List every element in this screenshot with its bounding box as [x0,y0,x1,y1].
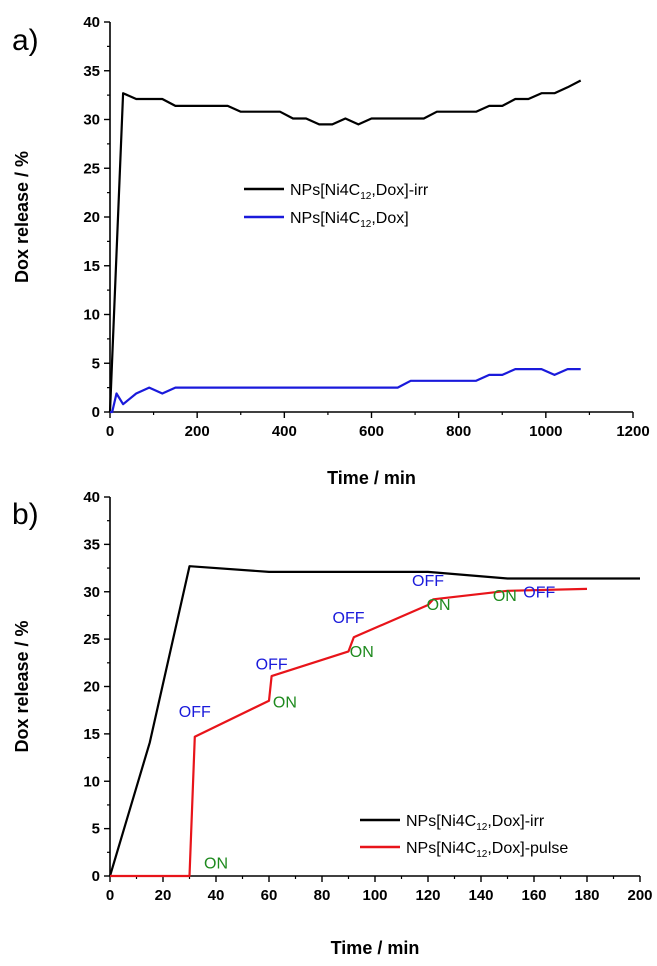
x-tick-label: 200 [185,423,210,440]
legend-entry: NPs[Ni4C12,Dox]-pulse [406,840,568,860]
legend-entry: NPs[Ni4C12,Dox]-irr [406,813,545,833]
y-tick-label: 25 [83,160,100,177]
y-tick-label: 0 [92,404,100,421]
series-line [108,565,640,877]
annotation-label: OFF [179,704,211,721]
annotation-label: OFF [523,584,555,601]
y-tick-label: 5 [92,355,100,372]
x-tick-label: 100 [362,887,387,904]
panel-label: a) [12,24,39,57]
y-tick-label: 35 [83,536,100,553]
y-tick-label: 25 [83,631,100,648]
x-tick-label: 60 [261,887,278,904]
x-tick-label: 20 [155,887,172,904]
x-tick-label: 140 [468,887,493,904]
x-tick-label: 40 [208,887,225,904]
annotation-label: ON [493,588,517,605]
y-axis-title: Dox release / % [12,151,32,283]
legend-entry: NPs[Ni4C12,Dox]-irr [290,182,429,202]
x-tick-label: 200 [627,887,652,904]
y-tick-label: 15 [83,726,100,743]
y-tick-label: 10 [83,773,100,790]
y-tick-label: 15 [83,258,100,275]
y-tick-label: 5 [92,821,100,838]
y-tick-label: 10 [83,307,100,324]
annotation-label: ON [204,855,228,872]
series-line [110,368,581,414]
y-tick-label: 40 [83,489,100,506]
series-line [108,79,582,413]
x-tick-label: 0 [106,423,114,440]
x-tick-label: 180 [574,887,599,904]
x-tick-label: 800 [446,423,471,440]
annotation-label: OFF [412,573,444,590]
y-tick-label: 30 [83,112,100,129]
y-tick-label: 30 [83,584,100,601]
x-axis-title: Time / min [331,938,420,958]
x-tick-label: 80 [314,887,331,904]
x-axis-title: Time / min [327,468,416,488]
x-tick-label: 160 [521,887,546,904]
x-tick-label: 400 [272,423,297,440]
x-tick-label: 1200 [616,423,649,440]
x-tick-label: 0 [106,887,114,904]
x-tick-label: 120 [415,887,440,904]
y-axis-title: Dox release / % [12,620,32,752]
annotation-label: ON [350,644,374,661]
y-tick-label: 0 [92,868,100,885]
panel-label: b) [12,498,39,531]
y-tick-label: 20 [83,679,100,696]
y-tick-label: 40 [83,14,100,31]
legend-entry: NPs[Ni4C12,Dox] [290,210,409,230]
annotation-label: ON [427,597,451,614]
x-tick-label: 1000 [529,423,562,440]
y-tick-label: 20 [83,209,100,226]
annotation-label: ON [273,694,297,711]
series-line [110,587,588,878]
annotation-label: OFF [256,656,288,673]
annotation-label: OFF [333,610,365,627]
x-tick-label: 600 [359,423,384,440]
panel-b-chart: b) 0 5 10 15 20 25 30 35 40 0 20 40 60 80 100 120 140 160 1… [12,489,653,958]
y-tick-label: 35 [83,63,100,80]
